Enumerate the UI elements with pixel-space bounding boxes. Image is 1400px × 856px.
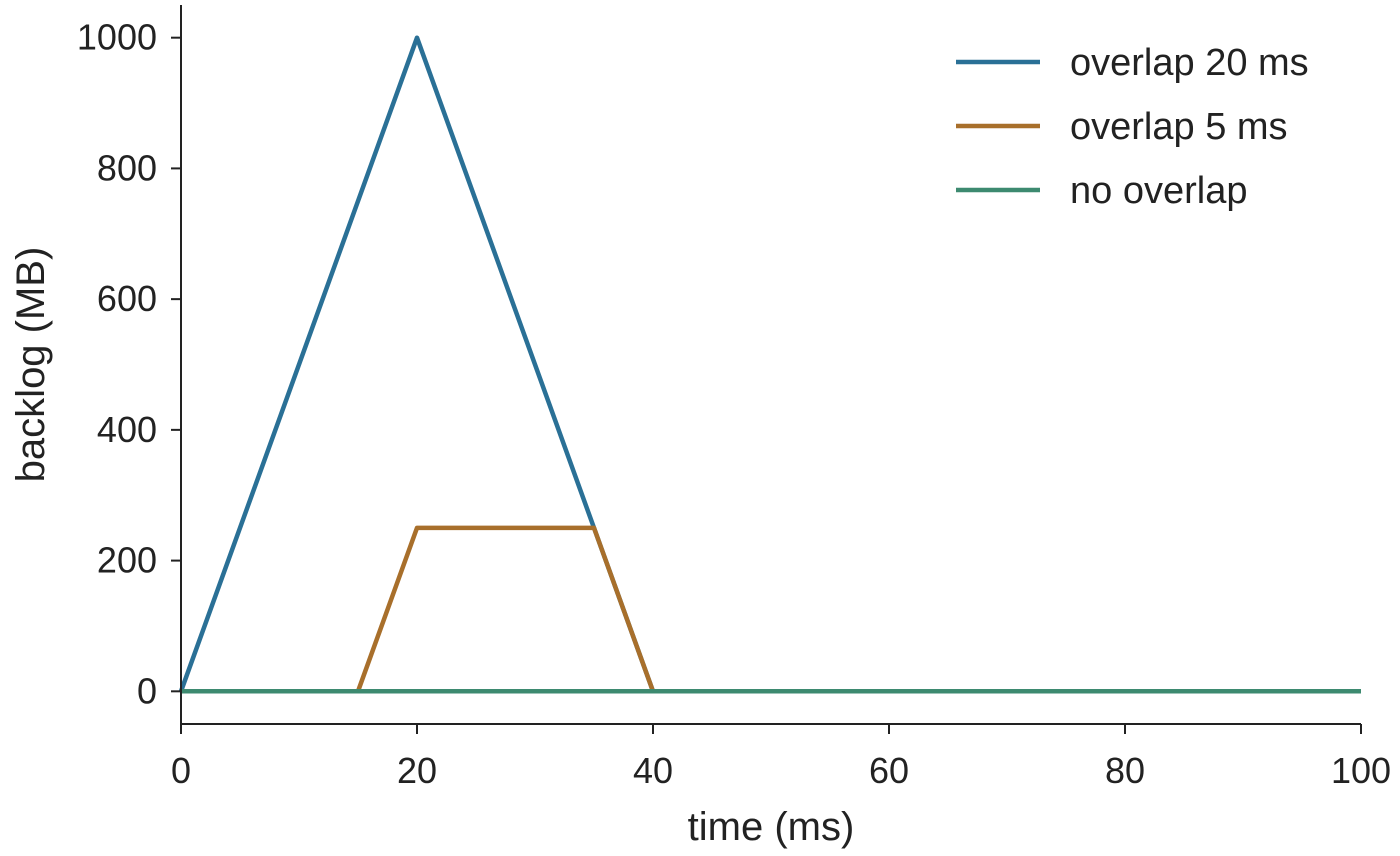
legend: overlap 20 ms overlap 5 ms no overlap (956, 42, 1309, 212)
x-tick-label: 20 (397, 750, 437, 791)
y-axis-title: backlog (MB) (9, 247, 53, 483)
y-tick-label: 800 (97, 147, 157, 188)
x-tick-label: 60 (869, 750, 909, 791)
y-tick-label: 200 (97, 540, 157, 581)
series-layer (178, 35, 1361, 694)
legend-label: no overlap (1070, 170, 1247, 212)
legend-label: overlap 20 ms (1070, 42, 1309, 84)
x-ticks: 0 20 40 60 80 100 (171, 724, 1391, 791)
axes-layer: 0 200 400 600 800 1000 0 20 40 60 80 100 (77, 5, 1391, 791)
series-line-1 (181, 525, 1361, 694)
x-tick-label: 100 (1331, 750, 1391, 791)
legend-label: overlap 5 ms (1070, 106, 1288, 148)
y-ticks: 0 200 400 600 800 1000 (77, 17, 181, 711)
y-tick-label: 1000 (77, 17, 157, 58)
x-tick-label: 0 (171, 750, 191, 791)
y-tick-label: 400 (97, 409, 157, 450)
y-tick-label: 0 (137, 670, 157, 711)
x-tick-label: 40 (633, 750, 673, 791)
x-axis-title: time (ms) (688, 805, 855, 849)
x-tick-label: 80 (1105, 750, 1145, 791)
y-tick-label: 600 (97, 278, 157, 319)
